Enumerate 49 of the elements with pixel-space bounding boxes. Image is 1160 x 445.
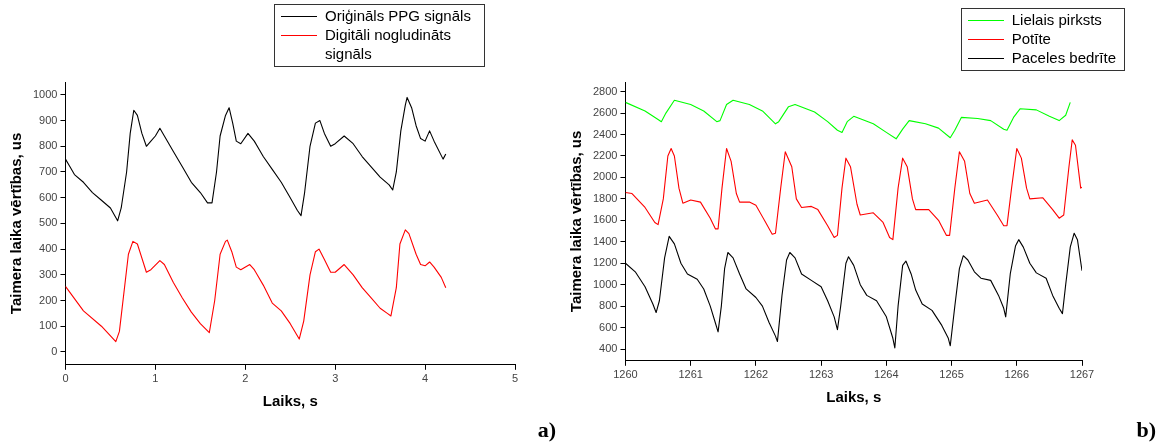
- y-axis-title: Taimera laika vērtības, us: [7, 132, 25, 315]
- y-tick-label: 200: [39, 293, 58, 306]
- legend-label: Lielais pirksts: [1011, 10, 1102, 29]
- x-tick-label: 2: [242, 372, 249, 385]
- x-tick-label: 1267: [1069, 368, 1095, 381]
- y-tick-label: 2800: [592, 84, 618, 97]
- text: b): [1136, 417, 1156, 443]
- y-axis-title: Taimera laika vērtības, us: [567, 130, 585, 313]
- legend-label: Potīte: [1011, 29, 1051, 48]
- y-tick-label: 400: [599, 342, 618, 355]
- y-tick-label: 1000: [592, 277, 618, 290]
- x-tick-label: 1263: [808, 368, 834, 381]
- x-tick-label: 1262: [743, 368, 769, 381]
- y-tick-label: 900: [39, 113, 58, 126]
- x-tick-label: 5: [511, 372, 519, 385]
- y-tick-label: 2200: [592, 149, 618, 162]
- legend-label: Digitāli nogludināts signāls: [325, 25, 452, 63]
- y-tick-label: 700: [39, 165, 58, 178]
- x-tick-label: 1266: [1004, 368, 1030, 381]
- y-tick-label: 600: [39, 190, 58, 203]
- y-tick-label: 400: [39, 242, 58, 255]
- y-tick-label: 300: [39, 267, 58, 280]
- y-tick-label: 1000: [32, 87, 58, 100]
- y-tick-label: 2600: [592, 106, 618, 119]
- x-tick-label: 1260: [613, 368, 638, 381]
- legend-label: Paceles bedrīte: [1011, 48, 1116, 67]
- y-tick-label: 1800: [592, 191, 618, 204]
- y-tick-label: 100: [39, 319, 58, 332]
- y-tick-label: 600: [599, 320, 618, 333]
- y-tick-label: 1200: [592, 256, 618, 269]
- x-tick-label: 4: [422, 372, 429, 385]
- y-tick-label: 1400: [592, 234, 618, 247]
- y-tick-label: 800: [39, 139, 58, 152]
- legend-label: Oriģināls PPG signāls: [325, 6, 471, 25]
- x-tick-label: 1265: [939, 368, 964, 381]
- y-tick-label: 2400: [592, 127, 618, 140]
- x-tick-label: 1: [152, 372, 159, 385]
- y-tick-label: 1600: [592, 213, 618, 226]
- text: a): [537, 417, 556, 443]
- y-tick-label: 0: [51, 344, 58, 357]
- y-tick-label: 800: [599, 299, 618, 312]
- x-axis-title: Laiks, s: [262, 392, 318, 410]
- x-axis-title: Laiks, s: [826, 388, 882, 406]
- y-tick-label: 2000: [592, 170, 618, 183]
- x-tick-label: 1261: [678, 368, 703, 381]
- x-tick-label: 1264: [874, 368, 899, 381]
- x-tick-label: 3: [332, 372, 339, 385]
- x-tick-label: 0: [62, 372, 69, 385]
- y-tick-label: 500: [39, 216, 58, 229]
